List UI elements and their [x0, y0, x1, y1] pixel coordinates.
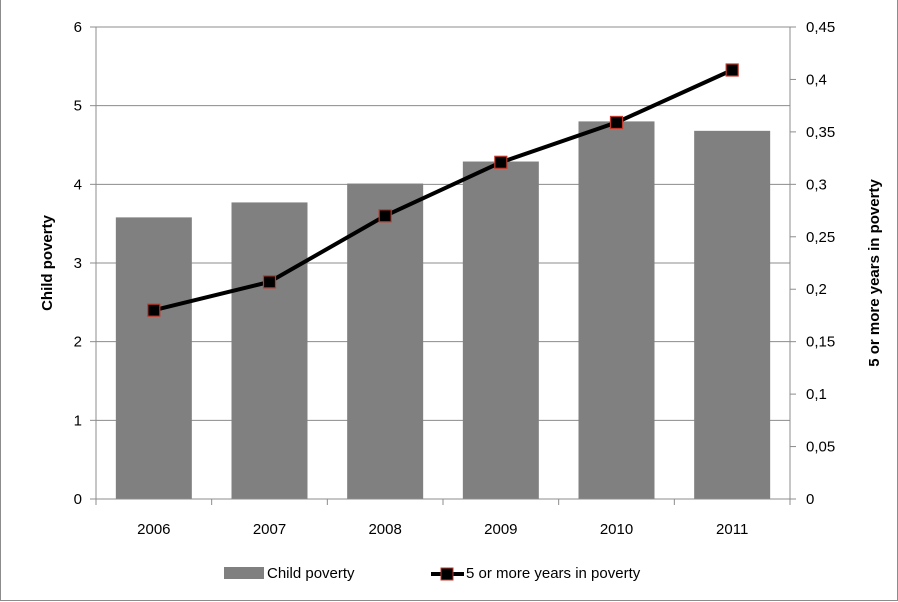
line-marker — [494, 155, 508, 169]
axes — [90, 26, 796, 505]
right-tick-label: 0 — [806, 491, 814, 508]
bar — [347, 183, 424, 499]
x-tick-label: 2010 — [600, 521, 633, 538]
line-marker — [725, 63, 739, 77]
series-line — [153, 68, 733, 313]
bar — [694, 130, 771, 499]
x-tick-label: 2008 — [368, 521, 401, 538]
bar — [578, 121, 655, 500]
left-tick-label: 6 — [74, 19, 82, 36]
left-tick-label: 4 — [74, 176, 82, 193]
right-tick-label: 0,4 — [806, 71, 827, 88]
bar — [231, 202, 308, 499]
right-tick-label: 0,15 — [806, 334, 835, 351]
y-axis-title: Child poverty — [39, 214, 56, 311]
y2-axis-title: 5 or more years in poverty — [866, 179, 883, 367]
x-tick-label: 2007 — [253, 521, 286, 538]
right-tick-label: 0,35 — [806, 124, 835, 141]
right-tick-label: 0,3 — [806, 176, 827, 193]
bar — [462, 161, 539, 499]
left-tick-label: 3 — [74, 255, 82, 272]
legend-swatch-child-poverty — [224, 567, 264, 579]
right-tick-label: 0,45 — [806, 19, 835, 36]
legend-label-5-years: 5 or more years in poverty — [466, 565, 641, 582]
left-tick-label: 1 — [74, 412, 82, 429]
x-tick-label: 2006 — [137, 521, 170, 538]
left-tick-label: 2 — [74, 334, 82, 351]
left-tick-label: 5 — [74, 98, 82, 115]
line-marker — [378, 209, 392, 223]
right-tick-label: 0,1 — [806, 386, 827, 403]
left-tick-label: 0 — [74, 491, 82, 508]
x-tick-labels: 2006 2007 2008 2009 2010 2011 — [137, 521, 748, 538]
line-series — [147, 63, 739, 317]
line-marker — [609, 115, 624, 130]
line-marker — [147, 303, 161, 317]
x-tick-label: 2011 — [716, 521, 748, 538]
x-tick-label: 2009 — [484, 521, 517, 538]
bar-series — [115, 121, 771, 500]
left-tick-labels: 0 1 2 3 4 5 6 — [74, 19, 82, 508]
line-marker — [262, 275, 277, 289]
right-tick-label: 0,2 — [806, 281, 827, 298]
right-tick-labels: 0 0,05 0,1 0,15 0,2 0,25 0,3 0,35 0,4 0,45 — [806, 19, 835, 508]
legend-label-child-poverty: Child poverty — [267, 565, 355, 582]
right-tick-label: 0,05 — [806, 439, 835, 456]
legend-swatch-5-years-marker — [440, 567, 454, 581]
bar — [115, 217, 192, 499]
legend: Child poverty 5 or more years in poverty — [224, 565, 641, 582]
right-tick-label: 0,25 — [806, 229, 835, 246]
gridlines — [96, 26, 790, 421]
